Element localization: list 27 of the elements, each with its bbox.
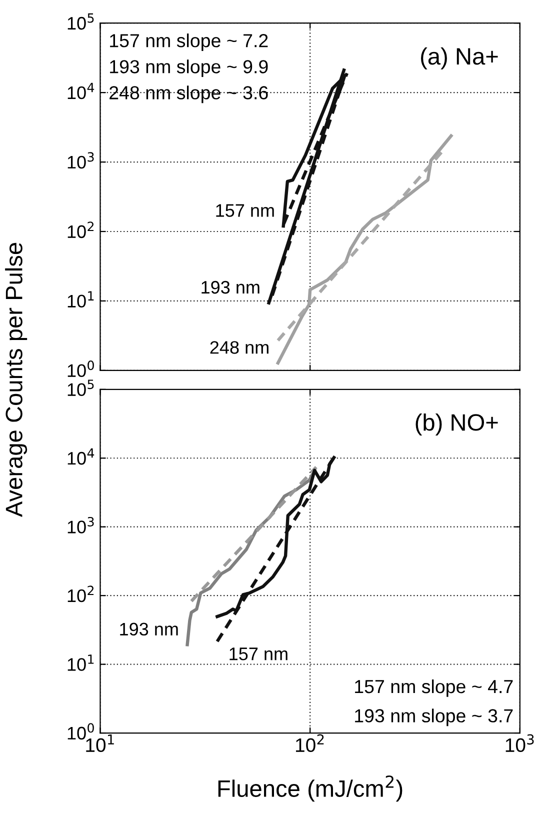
x-tick-label: 10$^{3}$ xyxy=(506,734,534,752)
annotation: 157 nm slope ~ 7.2 xyxy=(110,34,268,51)
series-label: 248 nm xyxy=(210,341,268,354)
y-tick-label: 10$^{1}$ xyxy=(68,291,94,308)
annotation: 193 nm slope ~ 9.9 xyxy=(110,60,268,78)
y-tick-label: 10$^{2}$ xyxy=(68,222,94,238)
y-axis-title: Average Counts per Pulse xyxy=(5,242,28,518)
annotation: 193 nm slope ~ 3.7 xyxy=(355,708,513,726)
text: (b) NO+ xyxy=(416,413,498,436)
y-tick-label: 10$^{0}$ xyxy=(68,360,94,378)
y-tick-label: 10$^{4}$ xyxy=(68,82,94,100)
y-tick-label: 10$^{2}$ xyxy=(68,586,94,602)
y-tick-label: 10$^{4}$ xyxy=(68,448,94,465)
annotation: 157 nm slope ~ 4.7 xyxy=(355,679,513,697)
y-tick-label: 10$^{5}$ xyxy=(68,13,94,30)
series-label: 157 nm xyxy=(216,204,274,217)
y-tick-label: 10$^{5}$ xyxy=(68,380,94,396)
series-label: 193 nm xyxy=(120,622,178,636)
series-label: 157 nm xyxy=(230,648,288,660)
y-tick-label: 10$^{1}$ xyxy=(68,654,94,671)
text: (a) Na+ xyxy=(421,47,498,70)
x-axis-title: Fluence (mJ/cm$^{2}$) xyxy=(218,775,402,802)
y-tick-label: 10$^{3}$ xyxy=(68,516,94,534)
series-label: 193 nm xyxy=(202,280,260,294)
y-tick-label: 10$^{3}$ xyxy=(68,152,94,169)
annotation: 248 nm slope ~ 3.6 xyxy=(110,86,268,104)
x-tick-label: 10$^{2}$ xyxy=(296,734,324,752)
